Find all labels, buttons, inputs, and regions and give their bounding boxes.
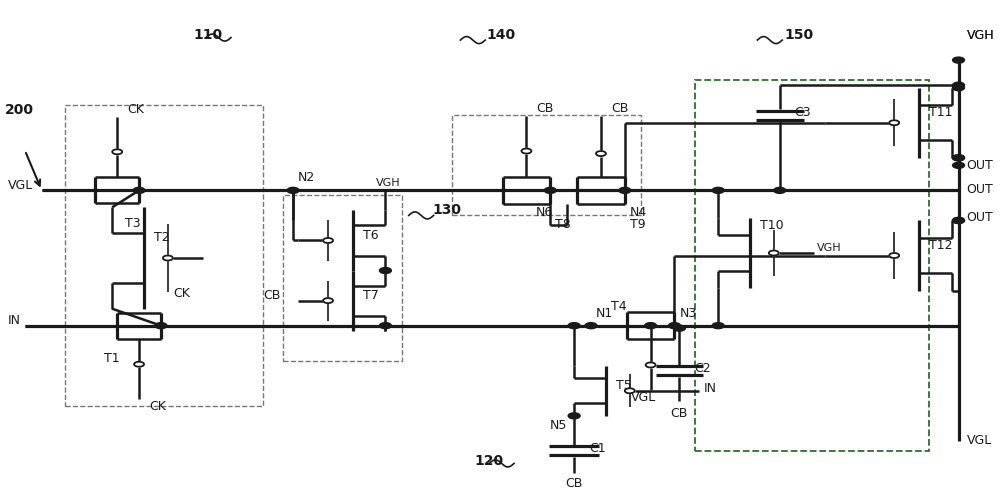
Text: N2: N2	[298, 171, 315, 184]
Text: C2: C2	[694, 362, 711, 375]
Circle shape	[953, 217, 964, 223]
Circle shape	[619, 187, 631, 193]
Text: VGH: VGH	[816, 243, 841, 253]
Circle shape	[953, 82, 964, 88]
Circle shape	[673, 325, 685, 331]
Text: VGH: VGH	[966, 29, 994, 42]
Text: CK: CK	[149, 400, 166, 413]
Text: C1: C1	[589, 442, 606, 455]
Text: VGH: VGH	[966, 29, 994, 42]
Text: CB: CB	[565, 477, 583, 490]
Circle shape	[568, 413, 580, 419]
Circle shape	[379, 268, 391, 274]
Text: C3: C3	[795, 106, 811, 119]
Circle shape	[163, 256, 173, 261]
Circle shape	[379, 323, 391, 329]
Text: VGL: VGL	[631, 391, 656, 403]
Text: 140: 140	[487, 28, 516, 42]
Text: OUT: OUT	[966, 183, 993, 195]
Text: 110: 110	[194, 28, 223, 42]
Bar	[452, 115, 641, 215]
Text: T5: T5	[616, 379, 632, 392]
Text: OUT: OUT	[966, 159, 993, 172]
Text: T11: T11	[929, 106, 952, 119]
Text: IN: IN	[8, 314, 21, 327]
Bar	[283, 195, 402, 361]
Text: T6: T6	[363, 229, 378, 242]
Circle shape	[953, 85, 964, 91]
Text: T3: T3	[125, 217, 141, 230]
Circle shape	[323, 298, 333, 303]
Text: CB: CB	[536, 103, 554, 115]
Text: CK: CK	[173, 287, 190, 300]
Text: T4: T4	[611, 301, 627, 313]
Text: CB: CB	[263, 289, 281, 302]
Text: 150: 150	[785, 28, 814, 42]
Circle shape	[323, 238, 333, 243]
Circle shape	[585, 323, 597, 329]
Circle shape	[645, 323, 657, 329]
Circle shape	[287, 187, 299, 193]
Text: 130: 130	[432, 203, 461, 217]
Circle shape	[712, 323, 724, 329]
Circle shape	[953, 155, 964, 161]
Text: N5: N5	[549, 419, 567, 432]
Circle shape	[889, 253, 899, 258]
Circle shape	[544, 187, 556, 193]
Circle shape	[889, 120, 899, 125]
Circle shape	[953, 162, 964, 168]
Text: VGL: VGL	[966, 434, 992, 447]
Circle shape	[769, 250, 779, 256]
Circle shape	[953, 217, 964, 223]
Circle shape	[521, 148, 531, 153]
Text: T1: T1	[104, 352, 120, 365]
Text: T8: T8	[555, 218, 571, 230]
Circle shape	[625, 388, 635, 393]
Circle shape	[568, 323, 580, 329]
Text: N4: N4	[630, 206, 647, 219]
Text: T10: T10	[760, 219, 783, 232]
Circle shape	[155, 323, 167, 329]
Text: T12: T12	[929, 239, 952, 252]
Text: T9: T9	[630, 218, 645, 230]
Text: 200: 200	[5, 103, 34, 117]
Text: VGL: VGL	[8, 179, 33, 192]
Text: T7: T7	[363, 289, 378, 302]
Text: N1: N1	[596, 307, 613, 320]
Text: OUT: OUT	[966, 211, 993, 224]
Circle shape	[774, 187, 786, 193]
Bar	[695, 80, 929, 451]
Circle shape	[953, 57, 964, 63]
Circle shape	[133, 187, 145, 193]
Text: T2: T2	[154, 231, 170, 244]
Text: N6: N6	[535, 206, 553, 219]
Text: CB: CB	[671, 407, 688, 420]
Text: N3: N3	[679, 307, 697, 320]
Circle shape	[953, 155, 964, 161]
Text: CB: CB	[611, 103, 628, 115]
Circle shape	[112, 149, 122, 154]
Circle shape	[646, 363, 656, 368]
Circle shape	[596, 151, 606, 156]
Text: CK: CK	[127, 103, 144, 116]
Circle shape	[712, 187, 724, 193]
Circle shape	[134, 362, 144, 367]
Text: IN: IN	[704, 382, 717, 395]
Circle shape	[668, 323, 680, 329]
Text: 120: 120	[475, 454, 504, 468]
Text: VGH: VGH	[375, 178, 400, 188]
Bar	[65, 105, 263, 406]
